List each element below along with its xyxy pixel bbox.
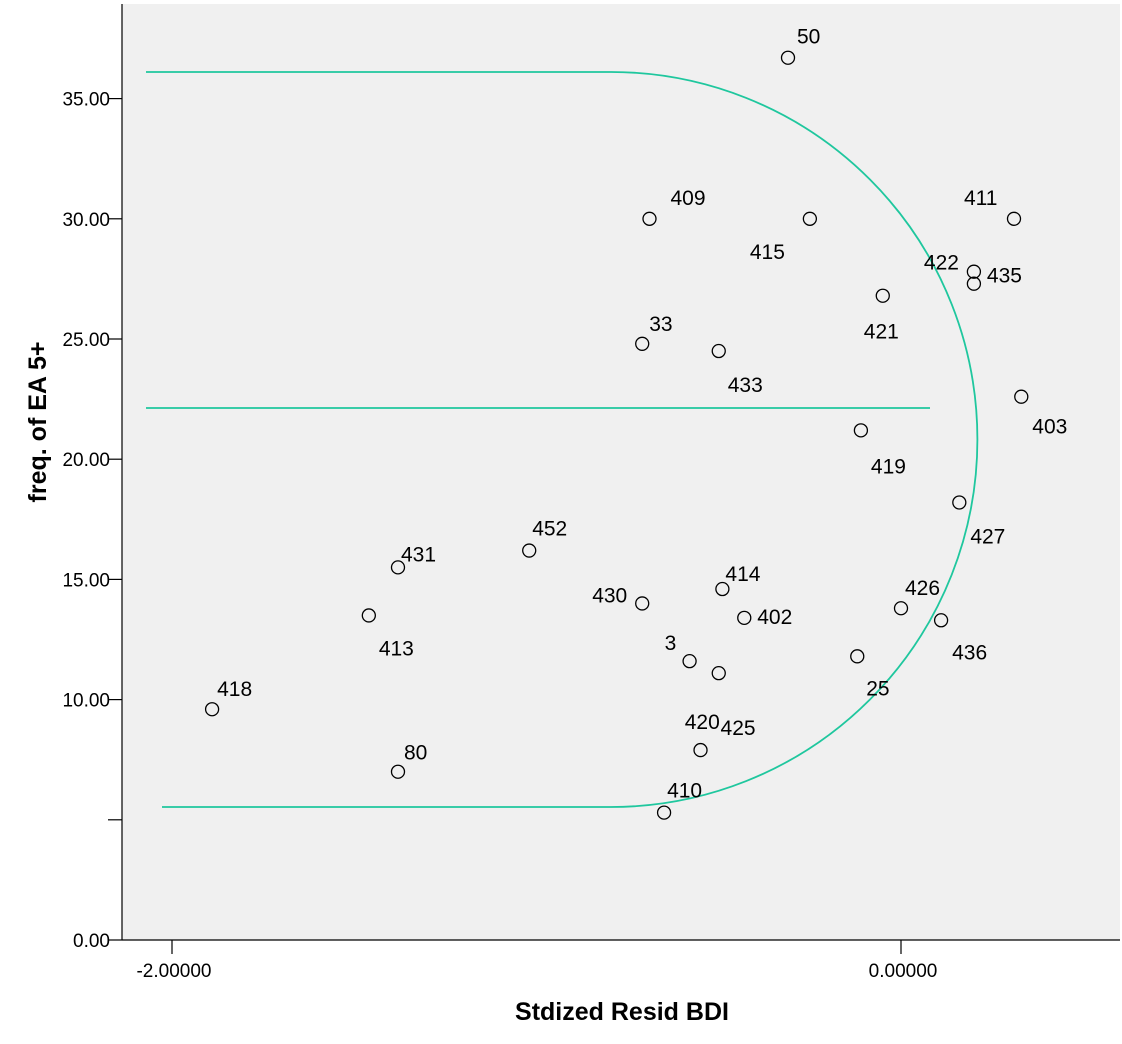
data-point-marker bbox=[361, 608, 376, 623]
y-tick-label: 0.00 bbox=[73, 931, 110, 952]
y-tick-label: 35.00 bbox=[62, 90, 110, 111]
data-point-label: 50 bbox=[797, 26, 820, 49]
data-point-marker bbox=[715, 581, 730, 597]
data-point-marker bbox=[737, 610, 752, 626]
data-point-label: 431 bbox=[401, 543, 436, 566]
y-tick-label: 30.00 bbox=[62, 210, 110, 231]
data-point-label: 415 bbox=[750, 241, 785, 264]
data-point-label: 33 bbox=[649, 313, 672, 336]
data-point-label: 419 bbox=[871, 455, 906, 478]
data-point-label: 452 bbox=[532, 518, 567, 541]
data-point-marker bbox=[635, 336, 650, 351]
data-point-marker bbox=[850, 649, 865, 664]
plot-area bbox=[122, 4, 1120, 940]
data-point-marker bbox=[1006, 211, 1022, 226]
y-tick-label: 20.00 bbox=[62, 450, 110, 471]
y-tick-label: 10.00 bbox=[62, 691, 110, 712]
data-point-marker bbox=[390, 560, 406, 575]
data-point-label: 430 bbox=[592, 584, 627, 607]
data-point-label: 435 bbox=[987, 265, 1022, 288]
data-point-label: 411 bbox=[964, 187, 997, 210]
data-point-marker bbox=[711, 343, 726, 359]
data-point-label: 421 bbox=[864, 321, 899, 344]
data-point-marker bbox=[682, 653, 697, 669]
data-point-marker bbox=[966, 276, 982, 291]
data-point-label: 436 bbox=[952, 641, 987, 664]
data-point-marker bbox=[204, 702, 220, 717]
data-point-marker bbox=[802, 211, 818, 226]
reference-curve bbox=[146, 71, 979, 808]
data-point-label: 433 bbox=[728, 374, 763, 397]
data-point-label: 414 bbox=[725, 563, 760, 586]
data-point-label: 410 bbox=[667, 780, 702, 803]
data-point-label: 426 bbox=[905, 577, 940, 600]
data-point-marker bbox=[875, 288, 890, 303]
data-point-label: 409 bbox=[670, 187, 705, 210]
data-point-marker bbox=[390, 764, 406, 779]
x-axis-title: Stdized Resid BDI bbox=[515, 998, 729, 1026]
y-axis-title: freq. of EA 5+ bbox=[24, 342, 52, 503]
data-point-marker bbox=[780, 50, 796, 65]
data-point-marker bbox=[893, 601, 909, 616]
data-point-label: 418 bbox=[217, 678, 252, 701]
data-point-label: 403 bbox=[1032, 416, 1067, 439]
data-point-label: 3 bbox=[665, 632, 677, 655]
data-points: 5040740941541142243578405421417428334334… bbox=[204, 26, 1067, 820]
data-point-label: 80 bbox=[404, 742, 427, 765]
data-point-marker bbox=[952, 495, 967, 510]
data-point-marker bbox=[1014, 389, 1029, 404]
data-point-label: 422 bbox=[924, 252, 959, 275]
data-point-label: 402 bbox=[757, 606, 792, 629]
x-tick-label: -2.00000 bbox=[136, 961, 211, 982]
data-point-marker bbox=[693, 742, 708, 758]
data-point-label: 427 bbox=[970, 525, 1005, 548]
data-point-marker bbox=[711, 666, 726, 681]
data-point-label: 425 bbox=[721, 717, 756, 740]
x-tick-label: 0.00000 bbox=[869, 961, 938, 982]
y-tick-label: 15.00 bbox=[62, 570, 110, 591]
data-point-label: 25 bbox=[866, 677, 889, 700]
y-tick-label: 25.00 bbox=[62, 330, 110, 351]
data-point-marker bbox=[933, 613, 949, 628]
data-point-marker bbox=[966, 264, 982, 279]
data-point-marker bbox=[656, 805, 672, 820]
data-point-marker bbox=[635, 596, 650, 611]
data-point-marker bbox=[642, 211, 657, 226]
data-point-label: 420 bbox=[685, 711, 720, 734]
data-point-label: 413 bbox=[379, 637, 414, 660]
data-point-marker bbox=[522, 543, 537, 558]
data-point-marker bbox=[853, 423, 869, 438]
